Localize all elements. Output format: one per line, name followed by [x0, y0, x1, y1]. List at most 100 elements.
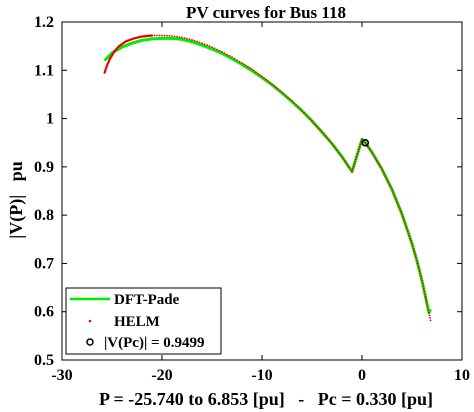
helm-point — [415, 257, 418, 260]
helm-point — [110, 55, 113, 58]
helm-point — [414, 255, 417, 257]
y-axis-label: |V(P)| pu — [6, 161, 27, 238]
y-tick-label: 0.7 — [34, 255, 54, 272]
helm-point — [343, 160, 346, 162]
helm-point — [116, 47, 119, 49]
helm-point — [358, 145, 361, 148]
helm-point — [206, 44, 208, 47]
helm-point — [373, 155, 376, 158]
helm-point — [153, 34, 156, 37]
helm-point — [307, 116, 309, 118]
helm-point — [410, 240, 413, 243]
helm-point — [120, 43, 123, 46]
helm-point — [186, 37, 188, 40]
legend-label-helm: HELM — [114, 314, 160, 330]
helm-point — [245, 64, 247, 67]
helm-point — [417, 265, 420, 267]
helm-point — [319, 129, 322, 132]
helm-point — [361, 138, 363, 141]
helm-point — [196, 40, 198, 43]
helm-point — [371, 151, 373, 154]
helm-point — [281, 91, 283, 94]
helm-point — [104, 69, 107, 72]
helm-point — [285, 95, 287, 97]
helm-point — [424, 295, 427, 298]
helm-point — [289, 98, 291, 101]
axis-ticks: -30 -20 -10 0 10 0.5 0.6 0.7 0.8 0.9 1 1.1 1.2 — [34, 14, 470, 384]
helm-point — [421, 279, 423, 282]
helm-point — [337, 151, 340, 154]
helm-point — [409, 237, 412, 240]
helm-point — [422, 285, 425, 288]
helm-point — [156, 34, 158, 37]
helm-point — [301, 109, 303, 112]
helm-point — [359, 143, 362, 146]
helm-point — [109, 57, 111, 60]
helm-point — [141, 35, 143, 38]
helm-point — [241, 62, 243, 64]
y-tick-label: 0.5 — [34, 352, 54, 369]
helm-point — [271, 83, 273, 86]
helm-point — [243, 63, 245, 66]
helm-point — [352, 165, 355, 168]
helm-point — [231, 56, 233, 59]
helm-point — [336, 149, 338, 152]
helm-point — [411, 245, 414, 248]
helm-point — [428, 314, 431, 317]
helm-point — [368, 147, 371, 150]
helm-point — [413, 252, 416, 255]
helm-point — [265, 78, 267, 81]
series-layer — [103, 34, 432, 322]
helm-point — [332, 144, 335, 147]
helm-point — [424, 293, 426, 296]
helm-point — [406, 230, 409, 233]
helm-point — [401, 213, 403, 216]
helm-point — [311, 120, 313, 122]
helm-point — [107, 62, 109, 65]
helm-point — [429, 319, 432, 322]
helm-point — [233, 57, 236, 60]
helm-point — [228, 55, 231, 57]
helm-point — [277, 88, 279, 91]
helm-point — [425, 298, 427, 301]
helm-point — [393, 193, 395, 196]
helm-point — [377, 162, 380, 164]
helm-point — [383, 172, 386, 175]
x-tick-label: 10 — [454, 367, 470, 384]
helm-point — [253, 69, 255, 72]
helm-point — [203, 43, 206, 46]
helm-point — [379, 166, 382, 169]
helm-point — [403, 220, 406, 223]
helm-point — [295, 104, 297, 106]
helm-point — [106, 64, 108, 67]
helm-point — [426, 303, 428, 305]
helm-point — [376, 159, 378, 162]
helm-point — [334, 147, 337, 149]
helm-point — [143, 35, 146, 38]
helm-point — [146, 35, 148, 37]
helm-point — [216, 48, 218, 51]
helm-point — [322, 133, 325, 135]
helm-point — [385, 177, 388, 180]
helm-point — [428, 311, 430, 314]
helm-point — [329, 140, 332, 143]
helm-point — [188, 38, 191, 41]
helm-point — [351, 168, 354, 171]
helm-point — [168, 34, 171, 37]
helm-point — [283, 93, 285, 96]
helm-point — [293, 102, 295, 105]
series-helm-points — [103, 34, 432, 322]
helm-point — [317, 127, 320, 130]
helm-point — [408, 235, 411, 238]
helm-point — [238, 60, 241, 63]
helm-point — [324, 135, 327, 137]
helm-point — [191, 38, 193, 41]
helm-point — [412, 247, 415, 250]
legend-label-vpc: |V(Pc)| = 0.9499 — [104, 335, 205, 351]
helm-point — [391, 188, 393, 191]
helm-point — [125, 40, 127, 43]
helm-point — [374, 157, 377, 160]
helm-point — [354, 160, 356, 163]
helm-point — [407, 232, 410, 235]
critical-point-marker — [361, 138, 370, 147]
